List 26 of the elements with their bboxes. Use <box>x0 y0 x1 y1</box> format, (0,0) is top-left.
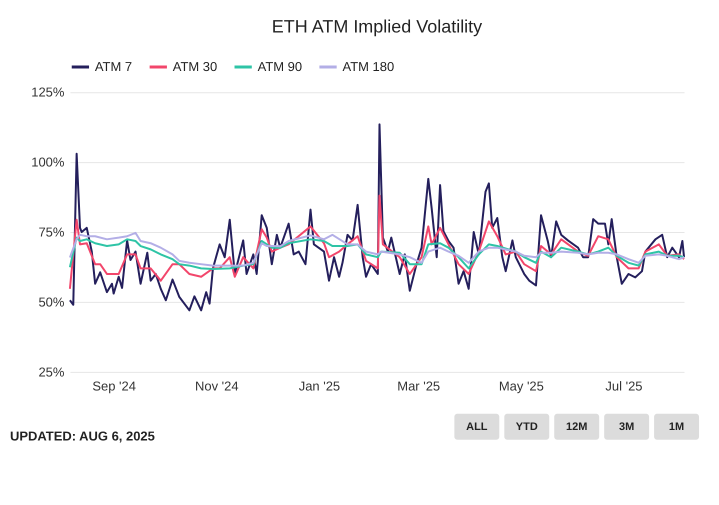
text: ALL <box>466 420 488 433</box>
line-series <box>68 236 686 270</box>
line-series <box>68 123 686 312</box>
x-tick-label: Jul '25 <box>605 378 643 394</box>
chart-title: ETH ATM Implied Volatility <box>272 16 482 36</box>
legend-label: ATM 7 <box>94 59 132 74</box>
y-tick-label: 50% <box>38 294 65 310</box>
text: YTD <box>516 420 538 433</box>
y-tick-label: 25% <box>38 364 65 380</box>
x-tick-label: Jan '25 <box>298 378 340 394</box>
legend-label: ATM 30 <box>172 59 218 74</box>
x-tick-label: Mar '25 <box>397 378 440 394</box>
line-series <box>68 232 686 267</box>
text: UPDATED: AUG 6, 2025 <box>10 428 155 444</box>
y-tick-label: 125% <box>31 84 65 100</box>
text: 12M <box>566 420 588 433</box>
x-tick-label: May '25 <box>498 378 544 394</box>
y-tick-label: 100% <box>31 154 65 170</box>
legend-label: ATM 180 <box>342 59 394 74</box>
text: 1M <box>668 420 684 433</box>
y-tick-label: 75% <box>38 224 65 240</box>
x-tick-label: Sep '24 <box>92 378 136 394</box>
legend-label: ATM 90 <box>258 59 302 74</box>
x-tick-label: Nov '24 <box>195 378 239 394</box>
text: 3M <box>619 420 634 433</box>
line-series <box>68 194 686 290</box>
